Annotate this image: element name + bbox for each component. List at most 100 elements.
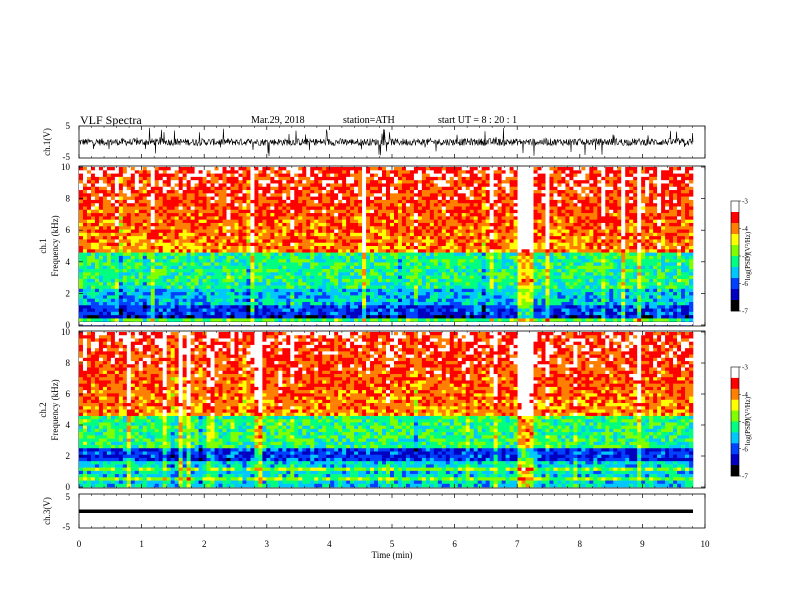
spectrogram-cell [437, 315, 443, 319]
ch1-ytick-top: 5 [66, 121, 71, 131]
spectrogram-cell [134, 190, 140, 194]
spectrogram-cell [98, 173, 104, 178]
spectrogram-cell [102, 209, 108, 214]
spectrogram-cell [358, 180, 363, 184]
spectrogram-cell [154, 278, 160, 283]
spectrogram-cell [170, 209, 175, 214]
spectrogram-cell [114, 236, 120, 240]
spectrogram-cell [150, 229, 156, 234]
spectrogram-cell [154, 176, 160, 181]
spectrogram-cell [98, 190, 104, 194]
spectrogram-cell [397, 219, 403, 224]
spectrogram-cell [461, 305, 467, 309]
spectrogram-cell [206, 246, 211, 250]
spectrogram-cell [370, 259, 375, 263]
spectrogram-cell [234, 272, 239, 276]
spectrogram-cell [485, 199, 490, 204]
spectrogram-cell [417, 285, 423, 290]
spectrogram-cell [370, 186, 375, 191]
spectrogram-cell [449, 308, 455, 313]
spectrogram-cell [370, 252, 375, 257]
spectrogram-cell [314, 282, 319, 286]
spectrogram-cell [286, 295, 291, 299]
spectrogram-cell [326, 282, 331, 286]
spectrogram-cell [318, 255, 323, 260]
spectrogram-cell [79, 236, 84, 240]
spectrogram-cell [290, 183, 295, 188]
spectrogram-cell [318, 232, 323, 237]
spectrogram-cell [246, 259, 251, 263]
spectrogram-cell [166, 308, 171, 313]
spectrogram-cell [138, 278, 144, 283]
spectrogram-cell [453, 255, 459, 260]
spectrogram-cell [274, 249, 279, 253]
spectrogram-cell [86, 269, 92, 273]
spectrogram-cell [150, 292, 156, 296]
spectrogram-cell [122, 285, 128, 290]
spectrogram-cell [481, 246, 486, 250]
spectrogram-cell [441, 206, 447, 211]
spectrogram-cell [382, 242, 387, 247]
spectrogram-cell [489, 206, 494, 211]
spectrogram-cell [350, 265, 355, 270]
spectrogram-cell [170, 186, 175, 191]
spectrogram-cell [194, 278, 199, 283]
spectrogram-cell [417, 272, 423, 276]
spectrogram-cell [445, 255, 451, 260]
spectrogram-cell [382, 167, 387, 171]
spectrogram-cell [242, 193, 247, 197]
spectrogram-cell [246, 255, 251, 260]
spectrogram-cell [469, 196, 475, 201]
spectrogram-cell [338, 308, 343, 313]
spectrogram-cell [417, 255, 423, 260]
spectrogram-cell [258, 199, 263, 204]
spectrogram-cell [258, 219, 263, 224]
spectrogram-cell [106, 232, 112, 237]
spectrogram-cell [94, 269, 100, 273]
spectrogram-cell [138, 298, 144, 303]
spectrogram-cell [114, 196, 120, 201]
spectrogram-cell [274, 242, 279, 247]
spectrogram-cell [290, 278, 295, 283]
spectrogram-cell [461, 249, 467, 253]
spectrogram-cell [409, 265, 415, 270]
spectrogram-cell [114, 219, 120, 224]
spectrogram-cell [465, 190, 471, 194]
spectrogram-cell [79, 242, 84, 247]
spectrogram-cell [246, 275, 251, 280]
spectrogram-cell [170, 170, 175, 174]
spectrogram-cell [461, 262, 467, 267]
spectrogram-cell [190, 190, 195, 194]
spectrogram-cell [298, 216, 303, 220]
spectrogram-cell [358, 232, 363, 237]
spectrogram-cell [170, 196, 175, 201]
spectrogram-cell [346, 216, 351, 220]
spectrogram-cell [338, 269, 343, 273]
spectrogram-cell [409, 232, 415, 237]
spectrogram-cell [194, 222, 199, 227]
spectrogram-cell [314, 295, 319, 299]
spectrogram-cell [106, 252, 112, 257]
spectrogram-cell [401, 275, 407, 280]
spectrogram-cell [330, 170, 335, 174]
spectrogram-cell [477, 236, 482, 240]
spectrogram-cell [86, 305, 92, 309]
spectrogram-cell [186, 226, 191, 230]
spectrogram-cell [122, 288, 128, 293]
spectrogram-cell [230, 196, 235, 201]
spectrogram-cell [401, 292, 407, 296]
spectrogram-cell [226, 236, 231, 240]
spectrogram-cell [481, 209, 486, 214]
spectrogram-cell [441, 318, 447, 323]
spectrogram-cell [86, 292, 92, 296]
spectrogram-cell [457, 265, 463, 270]
spectrogram-cell [489, 229, 494, 234]
spectrogram-cell [182, 246, 187, 250]
spectrogram-cell [342, 186, 347, 191]
spectrogram-cell [286, 203, 291, 207]
spectrogram-cell [334, 308, 339, 313]
spectrogram-cell [162, 278, 168, 283]
spectrogram-cell [218, 269, 223, 273]
spectrogram-cell [417, 288, 423, 293]
spectrogram-cell [198, 272, 203, 276]
